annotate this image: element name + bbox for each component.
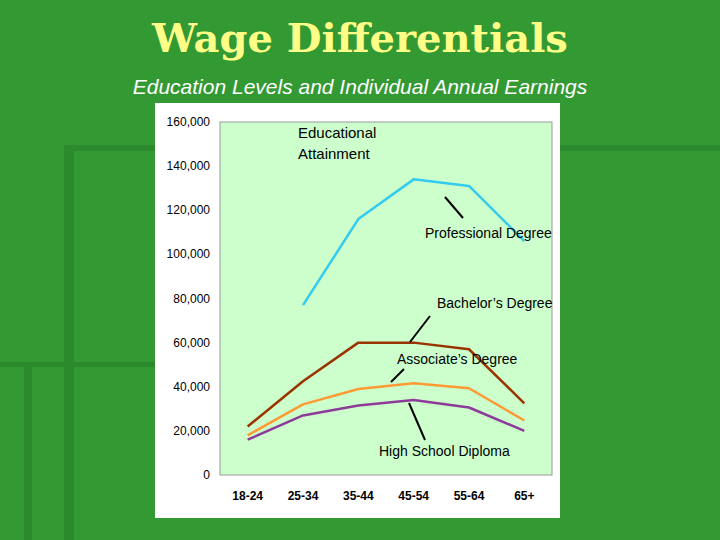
series-line [248,400,525,440]
label-pointer [409,403,425,440]
annotation-line: Attainment [298,145,371,162]
y-tick-label: 60,000 [173,336,210,350]
series-line [248,383,525,435]
series-label: High School Diploma [379,443,510,459]
y-tick-label: 20,000 [173,424,210,438]
y-tick-label: 100,000 [167,247,211,261]
y-tick-label: 0 [203,468,210,482]
chart-panel [155,103,560,518]
series-line [303,179,524,305]
label-pointer [445,197,463,218]
x-tick-label: 65+ [514,489,534,503]
series-label: Bachelor’s Degree [437,295,553,311]
slide-background [0,0,720,540]
label-pointer [410,316,430,342]
y-tick-label: 160,000 [167,115,211,129]
x-tick-label: 45-54 [398,489,429,503]
annotation: Educational Attainment [298,124,376,162]
x-tick-label: 18-24 [232,489,263,503]
series-label: Associate’s Degree [397,351,518,367]
series-label: Professional Degree [425,225,552,241]
y-tick-label: 120,000 [167,203,211,217]
y-tick-label: 40,000 [173,380,210,394]
x-tick-label: 55-64 [454,489,485,503]
slide: Wage Differentials Education Levels and I… [0,0,720,540]
decor-band [0,362,155,367]
y-tick-label: 140,000 [167,159,211,173]
decor-band [64,145,74,540]
x-tick-label: 35-44 [343,489,374,503]
subtitle: Education Levels and Individual Annual E… [133,75,588,98]
decor-band [24,362,32,540]
x-tick-label: 25-34 [288,489,319,503]
annotation-line: Educational [298,124,376,141]
title: Wage Differentials [151,14,568,61]
label-pointer [391,369,404,382]
plot-area [220,122,552,475]
y-tick-label: 80,000 [173,292,210,306]
